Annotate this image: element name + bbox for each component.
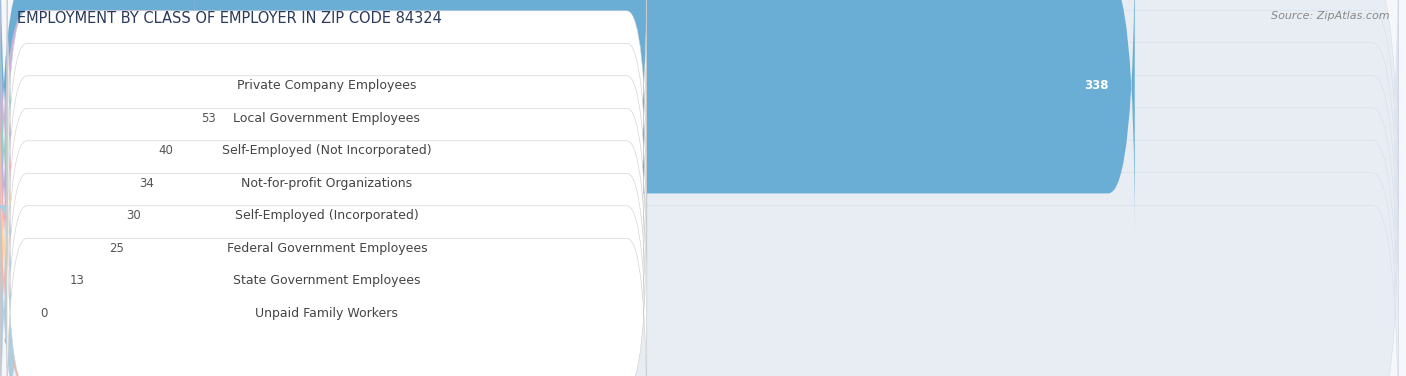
Text: Self-Employed (Incorporated): Self-Employed (Incorporated) [235, 209, 419, 222]
FancyBboxPatch shape [7, 204, 1392, 227]
FancyBboxPatch shape [0, 0, 195, 270]
FancyBboxPatch shape [7, 106, 1392, 130]
Text: 13: 13 [70, 274, 84, 287]
FancyBboxPatch shape [0, 64, 120, 368]
FancyBboxPatch shape [7, 301, 1392, 325]
Text: Local Government Employees: Local Government Employees [233, 112, 420, 124]
FancyBboxPatch shape [7, 95, 647, 336]
FancyBboxPatch shape [7, 63, 647, 303]
Text: Not-for-profit Organizations: Not-for-profit Organizations [242, 177, 412, 190]
FancyBboxPatch shape [0, 161, 1399, 376]
Text: 53: 53 [201, 112, 217, 124]
Text: 30: 30 [125, 209, 141, 222]
FancyBboxPatch shape [7, 193, 647, 376]
Text: 338: 338 [1084, 79, 1108, 92]
FancyBboxPatch shape [7, 171, 1392, 195]
FancyBboxPatch shape [0, 0, 1399, 238]
FancyBboxPatch shape [0, 0, 1135, 238]
Text: Self-Employed (Not Incorporated): Self-Employed (Not Incorporated) [222, 144, 432, 157]
Text: EMPLOYMENT BY CLASS OF EMPLOYER IN ZIP CODE 84324: EMPLOYMENT BY CLASS OF EMPLOYER IN ZIP C… [17, 11, 441, 26]
FancyBboxPatch shape [0, 96, 1399, 376]
FancyBboxPatch shape [7, 0, 647, 206]
FancyBboxPatch shape [7, 128, 647, 368]
FancyBboxPatch shape [7, 237, 1392, 260]
FancyBboxPatch shape [0, 129, 1399, 376]
FancyBboxPatch shape [0, 0, 152, 303]
Text: 34: 34 [139, 177, 153, 190]
FancyBboxPatch shape [0, 31, 132, 335]
FancyBboxPatch shape [7, 0, 647, 238]
Text: 40: 40 [159, 144, 173, 157]
FancyBboxPatch shape [0, 96, 103, 376]
Text: Unpaid Family Workers: Unpaid Family Workers [256, 306, 398, 320]
FancyBboxPatch shape [0, 31, 1399, 335]
Text: Source: ZipAtlas.com: Source: ZipAtlas.com [1271, 11, 1389, 21]
FancyBboxPatch shape [7, 269, 1392, 292]
FancyBboxPatch shape [7, 139, 1392, 162]
FancyBboxPatch shape [7, 74, 1392, 97]
FancyBboxPatch shape [7, 160, 647, 376]
Text: State Government Employees: State Government Employees [233, 274, 420, 287]
FancyBboxPatch shape [0, 0, 1399, 303]
FancyBboxPatch shape [0, 64, 1399, 368]
FancyBboxPatch shape [7, 30, 647, 271]
FancyBboxPatch shape [0, 161, 27, 376]
FancyBboxPatch shape [0, 0, 1399, 270]
FancyBboxPatch shape [0, 129, 63, 376]
Text: Private Company Employees: Private Company Employees [238, 79, 416, 92]
Text: 25: 25 [110, 241, 124, 255]
Text: 0: 0 [39, 306, 48, 320]
Text: Federal Government Employees: Federal Government Employees [226, 241, 427, 255]
